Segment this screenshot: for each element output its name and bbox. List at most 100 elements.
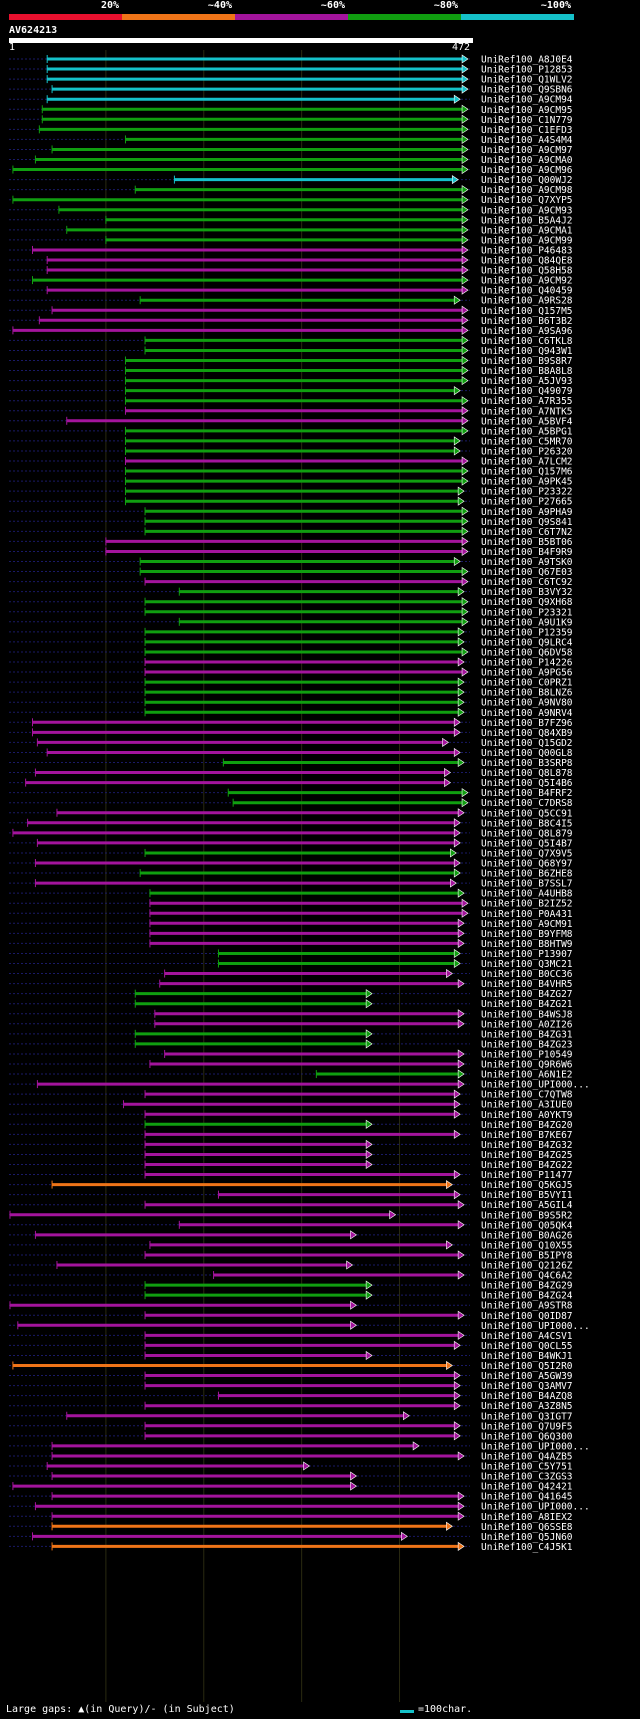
hit-row[interactable]: UniRef100_A9CM94 <box>9 94 573 106</box>
hit-label[interactable]: UniRef100_B4FRF2 <box>481 788 573 799</box>
hit-row[interactable]: UniRef100_P23322 <box>9 486 573 498</box>
hit-row[interactable]: UniRef100_Q4AZB5 <box>9 1451 573 1462</box>
hit-row[interactable]: UniRef100_B4ZG25 <box>9 1149 573 1161</box>
hit-label[interactable]: UniRef100_B0CC36 <box>481 969 573 980</box>
hit-label[interactable]: UniRef100_A9PG56 <box>481 668 573 679</box>
hit-row[interactable]: UniRef100_A8IEX2 <box>9 1511 573 1523</box>
hit-row[interactable]: UniRef100_Q2126Z <box>9 1260 573 1272</box>
hit-label[interactable]: UniRef100_Q7X9V5 <box>481 848 573 859</box>
hit-row[interactable]: UniRef100_C3ZGS3 <box>9 1471 573 1483</box>
hit-row[interactable]: UniRef100_Q943W1 <box>9 345 573 357</box>
hit-row[interactable]: UniRef100_Q10X55 <box>9 1240 573 1251</box>
hit-row[interactable]: UniRef100_B4WKJ1 <box>9 1350 573 1362</box>
hit-label[interactable]: UniRef100_P26320 <box>481 446 573 457</box>
hit-label[interactable]: UniRef100_Q8L878 <box>481 768 573 779</box>
hit-label[interactable]: UniRef100_P23322 <box>481 487 573 498</box>
hit-row[interactable]: UniRef100_B2IZ52 <box>9 898 573 910</box>
hit-row[interactable]: UniRef100_A7LCM2 <box>9 456 573 468</box>
hit-row[interactable]: UniRef100_Q6Q300 <box>9 1431 573 1442</box>
hit-label[interactable]: UniRef100_Q3MC21 <box>481 959 573 970</box>
hit-label[interactable]: UniRef100_B2IZ52 <box>481 899 573 910</box>
hit-label[interactable]: UniRef100_B4ZG22 <box>481 1160 573 1171</box>
hit-row[interactable]: UniRef100_B5A4J2 <box>9 215 573 226</box>
hit-row[interactable]: UniRef100_B9S8R7 <box>9 355 573 367</box>
hit-row[interactable]: UniRef100_Q41645 <box>9 1491 573 1503</box>
hit-row[interactable]: UniRef100_B9S5R2 <box>9 1210 573 1221</box>
hit-label[interactable]: UniRef100_A9CM95 <box>481 105 573 116</box>
hit-row[interactable]: UniRef100_A9CMA1 <box>9 225 573 236</box>
hit-label[interactable]: UniRef100_Q3IGT7 <box>481 1411 573 1422</box>
hit-label[interactable]: UniRef100_A3IUE0 <box>481 1100 573 1111</box>
hit-label[interactable]: UniRef100_Q9SBN6 <box>481 85 573 96</box>
hit-row[interactable]: UniRef100_Q40459 <box>9 285 573 297</box>
hit-label[interactable]: UniRef100_Q7U9F5 <box>481 1421 573 1432</box>
hit-label[interactable]: UniRef100_C5MR70 <box>481 436 573 447</box>
hit-label[interactable]: UniRef100_C5Y751 <box>481 1462 573 1473</box>
hit-row[interactable]: UniRef100_A4CSV1 <box>9 1330 573 1342</box>
hit-row[interactable]: UniRef100_B4FRF2 <box>9 788 573 799</box>
hit-label[interactable]: UniRef100_UPI000... <box>481 1321 590 1332</box>
hit-row[interactable]: UniRef100_Q9S841 <box>9 516 573 528</box>
hit-label[interactable]: UniRef100_Q68Y97 <box>481 859 573 870</box>
hit-label[interactable]: UniRef100_B4ZG25 <box>481 1150 573 1161</box>
hit-label[interactable]: UniRef100_A9CM94 <box>481 95 573 106</box>
hit-row[interactable]: UniRef100_Q0ID87 <box>9 1310 573 1322</box>
hit-label[interactable]: UniRef100_Q5I4B7 <box>481 838 573 849</box>
hit-row[interactable]: UniRef100_Q0CL55 <box>9 1340 573 1352</box>
hit-row[interactable]: UniRef100_B5BT06 <box>9 536 573 548</box>
hit-row[interactable]: UniRef100_Q5CC91 <box>9 808 573 819</box>
hit-label[interactable]: UniRef100_B4WSJ8 <box>481 1009 573 1020</box>
hit-label[interactable]: UniRef100_A9SA96 <box>481 326 573 337</box>
hit-row[interactable]: UniRef100_Q84XB9 <box>9 727 573 739</box>
hit-row[interactable]: UniRef100_A9NRV4 <box>9 707 573 719</box>
hit-row[interactable]: UniRef100_B4ZG20 <box>9 1119 573 1131</box>
hit-row[interactable]: UniRef100_B6T3B2 <box>9 315 573 327</box>
hit-row[interactable]: UniRef100_Q9SBN6 <box>9 84 573 96</box>
hit-label[interactable]: UniRef100_B0AG26 <box>481 1230 573 1241</box>
hit-label[interactable]: UniRef100_A9CMA0 <box>481 155 573 166</box>
hit-label[interactable]: UniRef100_B4ZG21 <box>481 999 573 1010</box>
hit-label[interactable]: UniRef100_Q8L879 <box>481 828 573 839</box>
hit-row[interactable]: UniRef100_A4UHB8 <box>9 888 573 900</box>
hit-label[interactable]: UniRef100_Q5CC91 <box>481 808 573 819</box>
hit-row[interactable]: UniRef100_P12853 <box>9 64 573 76</box>
hit-label[interactable]: UniRef100_Q9R6W6 <box>481 1060 573 1071</box>
hit-row[interactable]: UniRef100_A9STR8 <box>9 1300 573 1312</box>
hit-label[interactable]: UniRef100_B5VYI1 <box>481 1190 573 1201</box>
hit-label[interactable]: UniRef100_B3SRP8 <box>481 758 573 769</box>
hit-row[interactable]: UniRef100_B3VY32 <box>9 587 573 598</box>
hit-row[interactable]: UniRef100_C7QTW8 <box>9 1089 573 1101</box>
hit-label[interactable]: UniRef100_B7KE67 <box>481 1130 573 1141</box>
hit-label[interactable]: UniRef100_B8A8L8 <box>481 366 573 377</box>
hit-label[interactable]: UniRef100_C7QTW8 <box>481 1090 573 1101</box>
hit-row[interactable]: UniRef100_B4ZG32 <box>9 1139 573 1151</box>
hit-label[interactable]: UniRef100_A9TSK0 <box>481 557 573 568</box>
hit-label[interactable]: UniRef100_B4ZG27 <box>481 989 573 1000</box>
hit-label[interactable]: UniRef100_A9CM93 <box>481 205 573 216</box>
hit-row[interactable]: UniRef100_A9SA96 <box>9 325 573 337</box>
hit-row[interactable]: UniRef100_A9PHA9 <box>9 506 573 518</box>
hit-row[interactable]: UniRef100_B8HTW9 <box>9 938 573 950</box>
hit-row[interactable]: UniRef100_Q5I2R0 <box>9 1360 573 1372</box>
hit-row[interactable]: UniRef100_A9CM92 <box>9 275 573 287</box>
hit-label[interactable]: UniRef100_A7LCM2 <box>481 457 573 468</box>
hit-label[interactable]: UniRef100_Q6DV58 <box>481 647 573 658</box>
hit-label[interactable]: UniRef100_Q5I2R0 <box>481 1361 573 1372</box>
hit-row[interactable]: UniRef100_A8J0E4 <box>9 54 573 66</box>
hit-row[interactable]: UniRef100_Q1WLV2 <box>9 74 573 86</box>
hit-label[interactable]: UniRef100_UPI000... <box>481 1441 590 1452</box>
hit-row[interactable]: UniRef100_C4J5K1 <box>9 1541 573 1553</box>
hit-row[interactable]: UniRef100_A9CM97 <box>9 144 573 156</box>
hit-label[interactable]: UniRef100_P23321 <box>481 607 573 618</box>
hit-label[interactable]: UniRef100_C6TKL8 <box>481 336 573 347</box>
hit-label[interactable]: UniRef100_B8LNZ6 <box>481 688 573 699</box>
hit-label[interactable]: UniRef100_P12359 <box>481 627 573 638</box>
hit-label[interactable]: UniRef100_B4WKJ1 <box>481 1351 573 1362</box>
hit-label[interactable]: UniRef100_A9RS28 <box>481 296 573 307</box>
hit-label[interactable]: UniRef100_A5BPG1 <box>481 426 573 437</box>
hit-row[interactable]: UniRef100_P23321 <box>9 607 573 618</box>
hit-row[interactable]: UniRef100_B8A8L8 <box>9 365 573 377</box>
hit-row[interactable]: UniRef100_C6TKL8 <box>9 335 573 347</box>
hit-label[interactable]: UniRef100_A9U1K9 <box>481 617 573 628</box>
hit-label[interactable]: UniRef100_A9CM97 <box>481 145 573 156</box>
